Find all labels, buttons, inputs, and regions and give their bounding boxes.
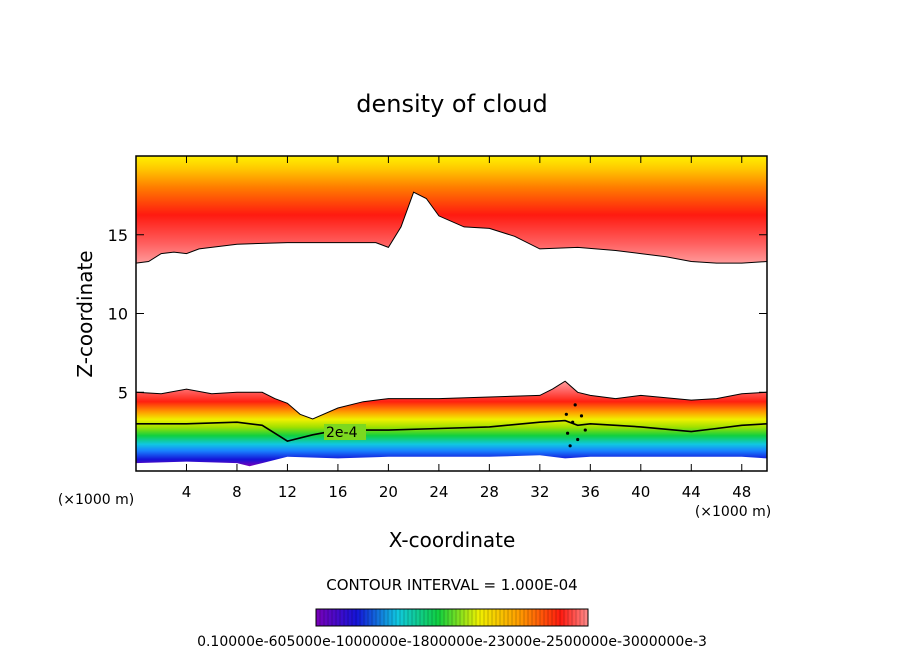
x-tick-label: 36 xyxy=(581,483,600,501)
upper-cloud-base-contour xyxy=(136,191,767,264)
x-tick-label: 28 xyxy=(480,483,499,501)
x-tick-label: 40 xyxy=(631,483,650,501)
chart-title: density of cloud xyxy=(356,90,547,118)
x-tick-label: 44 xyxy=(682,483,701,501)
contour-interval-label: CONTOUR INTERVAL = 1.000E-04 xyxy=(326,576,577,594)
turbulence-mark xyxy=(579,414,584,418)
x-tick-label: 16 xyxy=(328,483,347,501)
y-axis-label: Z-coordinate xyxy=(73,250,97,377)
contour-label: 2e-4 xyxy=(326,425,358,441)
y-axis-ticks: 5 10 15 xyxy=(108,226,767,402)
turbulence-mark xyxy=(564,412,568,416)
plot-fills xyxy=(136,156,767,467)
colorbar-labels: 0.10000e-605000e-1000000e-1800000e-23000… xyxy=(197,634,707,650)
turbulence-mark xyxy=(583,428,587,432)
colorbar-ticks xyxy=(319,609,585,626)
x-axis-label: X-coordinate xyxy=(389,528,516,552)
x-axis-ticks: 4 8 12 16 20 24 28 32 36 40 44 48 xyxy=(182,156,751,501)
x-tick-label: 48 xyxy=(732,483,751,501)
upper-cloud-layer xyxy=(136,156,767,264)
colorbar-frame xyxy=(315,608,589,627)
x-tick-label: 32 xyxy=(530,483,549,501)
x-unit-left: (×1000 m) xyxy=(58,492,134,508)
x-tick-label: 24 xyxy=(429,483,448,501)
turbulence-mark xyxy=(566,431,570,435)
turbulent-region-marks xyxy=(564,403,587,448)
lower-cloud-top-contour xyxy=(136,380,767,420)
lower-cloud-layer xyxy=(136,381,767,467)
x-tick-label: 12 xyxy=(278,483,297,501)
y-tick-label: 10 xyxy=(108,305,128,324)
x-tick-label: 4 xyxy=(182,483,192,501)
contour-label-bg xyxy=(324,424,366,440)
turbulence-mark xyxy=(573,403,577,407)
turbulence-mark xyxy=(568,444,572,448)
turbulence-mark xyxy=(576,437,580,442)
turbulence-mark xyxy=(571,420,575,424)
x-tick-label: 20 xyxy=(379,483,398,501)
y-tick-label: 15 xyxy=(108,226,128,245)
contour-2e-4 xyxy=(136,419,767,442)
x-unit-right: (×1000 m) xyxy=(695,504,771,520)
y-tick-label: 5 xyxy=(118,383,128,402)
x-tick-label: 8 xyxy=(232,483,242,501)
